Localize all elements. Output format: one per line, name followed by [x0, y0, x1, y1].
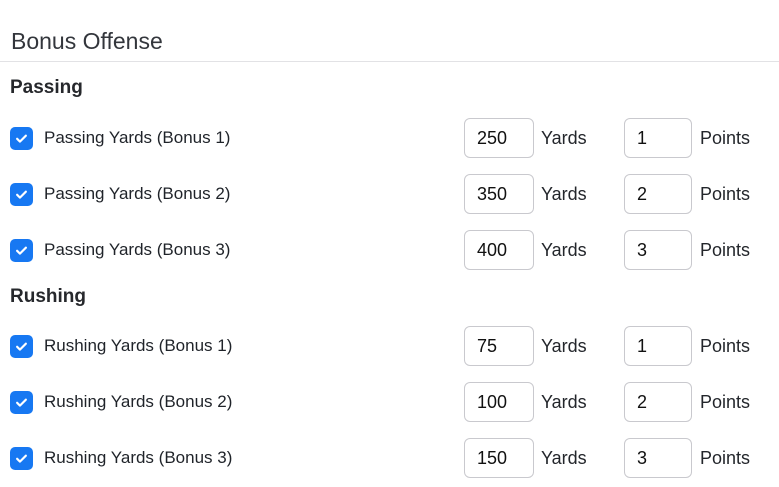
bonus-row: Passing Yards (Bonus 1) Yards Points	[0, 118, 779, 158]
checkbox-rushing-bonus-2[interactable]	[10, 391, 33, 414]
yards-unit-label: Yards	[541, 240, 587, 260]
checkmark-icon	[16, 342, 27, 351]
row-label: Rushing Yards (Bonus 2)	[44, 392, 233, 411]
checkmark-icon	[16, 454, 27, 463]
row-label: Passing Yards (Bonus 2)	[44, 184, 231, 203]
bonus-row: Rushing Yards (Bonus 2) Yards Points	[0, 382, 779, 422]
checkmark-icon	[16, 398, 27, 407]
points-input-passing-bonus-1[interactable]	[624, 118, 692, 158]
checkmark-icon	[16, 246, 27, 255]
yards-input-passing-bonus-3[interactable]	[464, 230, 534, 270]
checkbox-passing-bonus-1[interactable]	[10, 127, 33, 150]
checkbox-rushing-bonus-3[interactable]	[10, 447, 33, 470]
checkmark-icon	[16, 190, 27, 199]
page-title: Bonus Offense	[11, 28, 163, 54]
section-heading-passing: Passing	[10, 77, 83, 98]
row-label: Rushing Yards (Bonus 1)	[44, 336, 233, 355]
yards-input-rushing-bonus-1[interactable]	[464, 326, 534, 366]
yards-unit-label: Yards	[541, 128, 587, 148]
points-input-rushing-bonus-3[interactable]	[624, 438, 692, 478]
points-unit-label: Points	[700, 128, 751, 148]
title-divider	[0, 61, 779, 62]
bonus-row: Passing Yards (Bonus 3) Yards Points	[0, 230, 779, 270]
points-input-passing-bonus-2[interactable]	[624, 174, 692, 214]
points-unit-label: Points	[700, 336, 751, 356]
points-unit-label: Points	[700, 392, 751, 412]
yards-input-rushing-bonus-3[interactable]	[464, 438, 534, 478]
checkbox-passing-bonus-2[interactable]	[10, 183, 33, 206]
yards-unit-label: Yards	[541, 184, 587, 204]
points-unit-label: Points	[700, 448, 751, 468]
points-unit-label: Points	[700, 184, 751, 204]
row-label: Rushing Yards (Bonus 3)	[44, 448, 233, 467]
yards-input-rushing-bonus-2[interactable]	[464, 382, 534, 422]
yards-unit-label: Yards	[541, 448, 587, 468]
checkbox-rushing-bonus-1[interactable]	[10, 335, 33, 358]
bonus-row: Rushing Yards (Bonus 1) Yards Points	[0, 326, 779, 366]
points-unit-label: Points	[700, 240, 751, 260]
bonus-row: Passing Yards (Bonus 2) Yards Points	[0, 174, 779, 214]
bonus-row: Rushing Yards (Bonus 3) Yards Points	[0, 438, 779, 478]
checkbox-passing-bonus-3[interactable]	[10, 239, 33, 262]
yards-unit-label: Yards	[541, 336, 587, 356]
yards-unit-label: Yards	[541, 392, 587, 412]
points-input-rushing-bonus-2[interactable]	[624, 382, 692, 422]
checkmark-icon	[16, 134, 27, 143]
section-heading-rushing: Rushing	[10, 286, 86, 307]
row-label: Passing Yards (Bonus 3)	[44, 240, 231, 259]
row-label: Passing Yards (Bonus 1)	[44, 128, 231, 147]
yards-input-passing-bonus-2[interactable]	[464, 174, 534, 214]
yards-input-passing-bonus-1[interactable]	[464, 118, 534, 158]
points-input-passing-bonus-3[interactable]	[624, 230, 692, 270]
points-input-rushing-bonus-1[interactable]	[624, 326, 692, 366]
